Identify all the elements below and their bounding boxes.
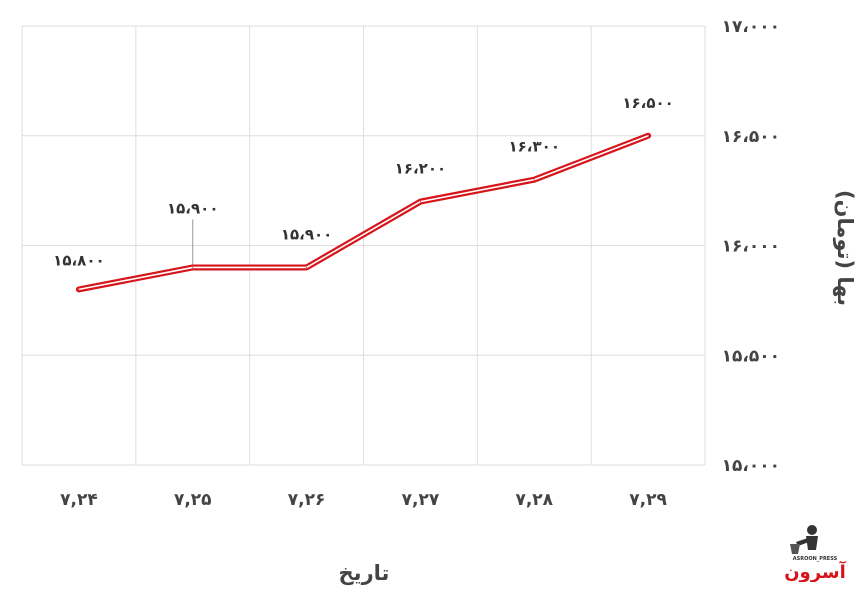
data-label: ۱۵،۹۰۰ [167,199,218,217]
x-tick-label: ۷,۲۵ [174,490,212,510]
data-point [419,201,421,203]
x-tick-label: ۷,۲۴ [60,490,98,510]
series-line-highlight [78,134,649,291]
y-axis-ticks: ۱۵،۰۰۰ ۱۵،۵۰۰ ۱۶،۰۰۰ ۱۶،۵۰۰ ۱۷،۰۰۰ [722,17,780,476]
x-tick-label: ۷,۲۸ [515,490,553,510]
x-tick-label: ۷,۲۶ [288,490,326,510]
data-label: ۱۵،۸۰۰ [53,251,104,269]
y-tick-label: ۱۶،۰۰۰ [722,237,780,257]
y-tick-label: ۱۶،۵۰۰ [722,127,780,147]
y-tick-label: ۱۵،۵۰۰ [722,346,780,366]
x-axis-title: تاریخ [339,561,390,585]
x-tick-label: ۷,۲۹ [629,490,667,510]
y-tick-label: ۱۷،۰۰۰ [722,17,780,37]
logo-text: آسرون [784,560,846,582]
data-label: ۱۶،۲۰۰ [395,160,446,178]
price-series [75,132,652,293]
data-point [533,179,535,181]
y-axis-title: بها (تومان) [833,190,857,306]
logo-subtext: ASROON_PRESS [793,556,838,562]
chart-grid [21,25,706,466]
x-axis-ticks: ۷,۲۴ ۷,۲۵ ۷,۲۶ ۷,۲۷ ۷,۲۸ ۷,۲۹ [60,490,667,510]
data-labels: ۱۵،۸۰۰ ۱۵،۹۰۰ ۱۵،۹۰۰ ۱۶،۲۰۰ ۱۶،۳۰۰ ۱۶،۵۰۰ [53,94,674,270]
data-label: ۱۵،۹۰۰ [281,225,332,243]
data-label: ۱۶،۵۰۰ [622,94,673,112]
data-point [306,266,308,268]
data-point [647,135,649,137]
x-tick-label: ۷,۲۷ [402,490,440,510]
data-label: ۱۶،۳۰۰ [509,138,560,156]
data-point [192,266,194,268]
asroon-logo: ASROON_PRESS آسرون [776,520,854,583]
data-point [78,288,80,290]
y-tick-label: ۱۵،۰۰۰ [722,456,780,476]
asroon-logo-icon: ASROON_PRESS آسرون [784,525,847,583]
